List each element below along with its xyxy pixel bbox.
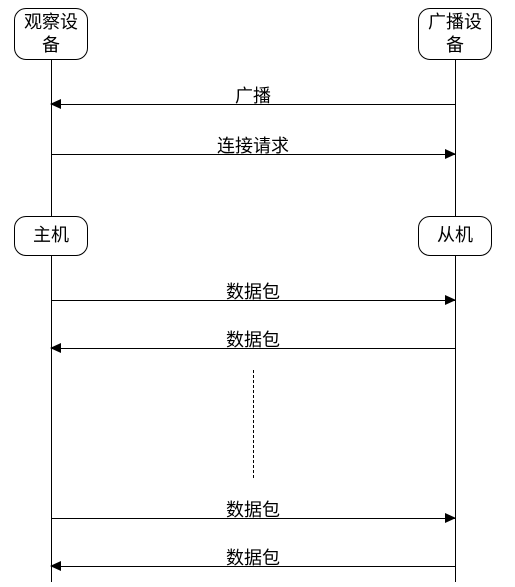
lifeline-right-top xyxy=(455,60,456,216)
participant-master: 主机 xyxy=(14,216,88,256)
message-label: 数据包 xyxy=(51,278,455,304)
message-label: 数据包 xyxy=(51,544,455,570)
lifeline-left-bottom xyxy=(51,256,52,582)
participant-observer: 观察设备 xyxy=(14,8,88,60)
continuation-gap xyxy=(253,370,254,478)
participant-label: 广播设备 xyxy=(428,11,482,58)
participant-label: 从机 xyxy=(437,224,473,247)
message-label: 广播 xyxy=(51,82,455,108)
message-label: 数据包 xyxy=(51,496,455,522)
sequence-diagram: 观察设备 广播设备 主机 从机 广播 连接请求 数据包 数据包 数据包 数据包 xyxy=(0,0,515,587)
message-label: 连接请求 xyxy=(51,132,455,158)
message-label: 数据包 xyxy=(51,326,455,352)
participant-slave: 从机 xyxy=(418,216,492,256)
participant-label: 主机 xyxy=(33,224,69,247)
participant-label: 观察设备 xyxy=(24,11,78,58)
participant-broadcast: 广播设备 xyxy=(418,8,492,60)
